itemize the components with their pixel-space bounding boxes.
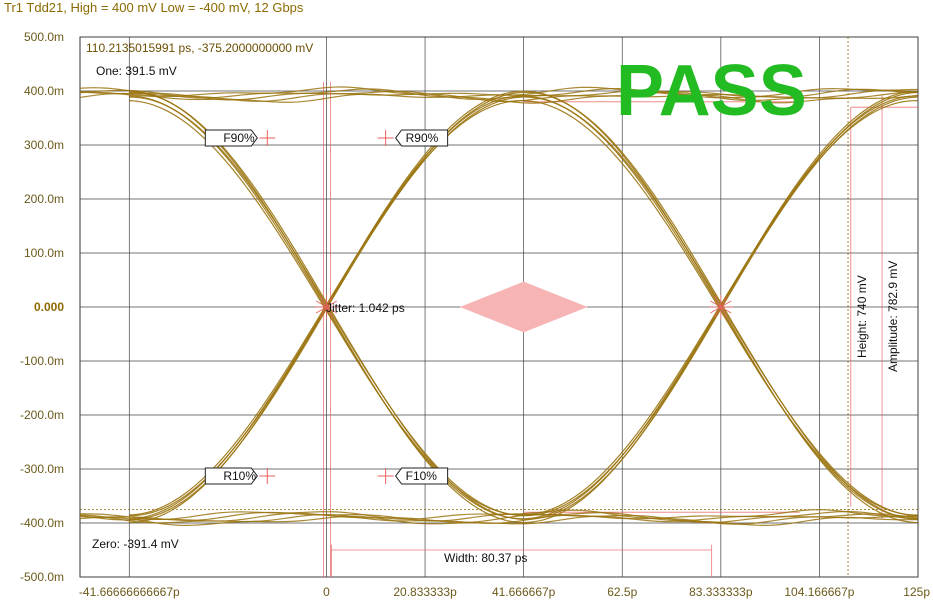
y-tick-label: 0.000 [34,300,64,314]
x-tick-label: 41.666667p [492,585,556,599]
axis-ticks: 500.0m 400.0m 300.0m 200.0m 100.0m 0.000 -100.… [20,30,930,599]
x-tick-label: 0 [323,585,330,599]
x-tick-label: 62.5p [607,585,637,599]
y-tick-label: 400.0m [24,84,64,98]
one-level-label: One: 391.5 mV [96,64,177,78]
low-level-trace [80,509,918,520]
marker-label: R10% [223,469,256,483]
marker-flag [204,129,258,147]
pass-status: PASS [616,51,807,131]
eye-mask [459,281,588,333]
zero-level-label: Zero: -391.4 mV [92,537,179,551]
x-tick-label: 83.333333p [689,585,753,599]
marker-label: R90% [406,131,439,145]
jitter-label: Jitter: 1.042 ps [326,301,405,315]
width-label: Width: 80.37 ps [444,551,527,565]
y-tick-label: 300.0m [24,138,64,152]
chart-title: Tr1 Tdd21, High = 400 mV Low = -400 mV, … [4,0,304,15]
y-tick-label: 100.0m [24,246,64,260]
y-tick-label: 500.0m [24,30,64,44]
cursor-readout: 110.2135015991 ps, -375.2000000000 mV [86,41,313,55]
y-tick-label: -200.0m [20,408,64,422]
measurement-labels: One: 391.5 mV Zero: -391.4 mV Jitter: 1.04… [92,64,900,565]
level-markers: F90% R90% R10% F10% [204,129,733,485]
mask-diamond [459,281,588,333]
high-level-trace [80,86,918,97]
height-label: Height: 740 mV [855,275,869,358]
crossing-marker [710,300,732,314]
grid [79,36,919,578]
x-tick-label: 125p [903,585,930,599]
measurement-guides [80,37,918,577]
y-tick-label: -400.0m [20,516,64,530]
marker-label: F90% [223,131,255,145]
y-tick-label: -100.0m [20,354,64,368]
marker-flag [394,129,449,147]
y-tick-label: -300.0m [20,462,64,476]
amplitude-label: Amplitude: 782.9 mV [886,261,900,372]
marker-label: F10% [406,469,438,483]
y-tick-label: -500.0m [20,570,64,584]
x-tick-label: -41.66666666667p [79,585,180,599]
marker-flag [204,467,258,485]
y-tick-label: 200.0m [24,192,64,206]
x-tick-label: 20.833333p [393,585,457,599]
marker-flag [394,467,449,485]
crossing-marker [315,300,338,314]
x-tick-label: 104.166667p [784,585,854,599]
